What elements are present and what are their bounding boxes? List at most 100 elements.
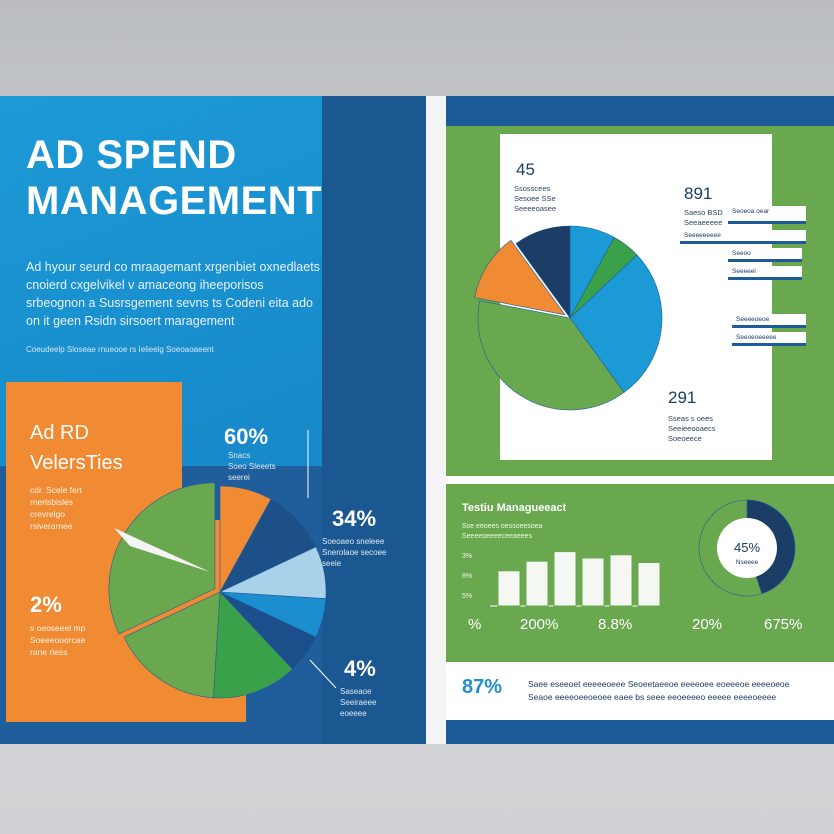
left-pie-slice-8 (108, 482, 216, 635)
orange-note: cdr. Scele fert (30, 485, 82, 495)
donut-hole (717, 518, 777, 578)
card-value-891: 891 (684, 184, 713, 203)
bar-6 (637, 561, 660, 607)
orange-caption-line: rane riess (30, 647, 68, 657)
card-caption-line: Seeeeoasee (514, 204, 557, 213)
white-wedge-accent (114, 528, 210, 572)
card-value-291-caption: Sseas s oees Seeieeooaecs Soeoeece (668, 414, 716, 444)
side-stripe (322, 96, 426, 744)
callout-line: eoeeee (340, 709, 367, 718)
orange-notes: cdr. Scele fert rnerlsbisles crevrelgo r… (30, 484, 82, 532)
right-pie-slice-5 (474, 239, 566, 316)
callout-60-caption: Snacs Soeo Sleeets seerei (228, 450, 276, 483)
footer-percent: 87% (462, 676, 503, 698)
legend-card: Seeeeel (728, 266, 802, 280)
callout-4-caption: Saseaoe Seeiraeee eoeeee (340, 686, 376, 719)
footer-paragraph: Saee eseeoet eeeeeoeee Seoeetaeeoe eeeeo… (528, 678, 824, 704)
bar-1 (497, 570, 521, 607)
section2-notes: Sse eeoees oessoeesoea Seeeeoeeeeceeaeee… (462, 522, 543, 542)
page-title-line2: MANAGEMENT (26, 179, 323, 223)
section2-note: Sse eeoees oessoeesoea (462, 523, 543, 530)
card-caption-line: Saeso BSD (684, 208, 723, 217)
card-caption-line: Soeoeece (668, 434, 702, 443)
legend-card: Seeeeeeeee (680, 230, 806, 244)
stat-pct-5: 675% (764, 616, 803, 633)
page-title-line1: AD SPEND (26, 133, 237, 177)
right-bottom-band (446, 720, 834, 744)
left-pie-slice-7 (123, 591, 221, 699)
bar-5 (609, 554, 633, 607)
footer-line: Seaoe eeeeoeeoeoee eaee bs seee eeoeeeeo… (528, 692, 777, 702)
intro-line: srbeognon a Susrsgement sevns ts Codeni … (26, 296, 313, 310)
card-caption-line: Sseas s oees (668, 414, 714, 423)
bar-axis-label: 8% (462, 573, 473, 580)
intro-line: Ad hyour seurd co mraagemant xrgenbiet o… (26, 260, 320, 274)
connector-line (640, 229, 681, 240)
callout-line: Saseaoe (340, 687, 372, 696)
callout-line: Soeo Sleeets (228, 462, 276, 471)
left-pie-chart (108, 482, 327, 699)
bar-4 (581, 557, 605, 607)
card-value-45-caption: Ssosscees Sesoee SSe Seeeeoasee (514, 184, 556, 214)
right-top-band (446, 96, 834, 126)
donut-value: 45% (734, 540, 760, 555)
donut-chart: 45% Nseeee (698, 499, 796, 597)
bar-3 (553, 551, 577, 607)
right-pie-chart (474, 225, 663, 411)
bar-axis-labels: 3% 8% 5% (462, 552, 472, 612)
left-pie-slice-6 (213, 591, 293, 699)
orange-caption-line: s oeoseeel mp (30, 623, 86, 633)
intro-paragraph: Ad hyour seurd co mraagemant xrgenbiet o… (26, 258, 396, 330)
legend-card: Seeoo (728, 248, 802, 262)
card-value-891-caption: Saeso BSD Seeaeeeee (684, 208, 723, 228)
callout-4-pct: 4% (344, 656, 376, 681)
card-caption-line: Seeieeooaecs (668, 424, 716, 433)
orange-heading-line2: VelersTies (30, 452, 123, 474)
card-caption-line: Sesoee SSe (514, 194, 556, 203)
donut-label: Nseeee (736, 559, 759, 566)
orange-caption-line: Soeeeooorcae (30, 635, 86, 645)
stat-pct-1: % (468, 616, 482, 633)
right-pie-slice-6 (515, 225, 571, 319)
bar-chart (490, 551, 660, 607)
bar-axis-label: 5% (462, 593, 473, 600)
bar-2 (525, 560, 549, 607)
stat-pct-4: 20% (692, 616, 723, 633)
card-value-45: 45 (516, 160, 535, 179)
legend-card: Seeeeoeoe (732, 314, 806, 328)
right-pie-slice-4 (477, 300, 625, 411)
orange-percent-caption: s oeoseeel mp Soeeeooorcae rane riess (30, 622, 85, 658)
legend-card: Seoeoa oear (728, 206, 806, 224)
intro-line: cnoierd cxgelvikel v amaceong iheeporiso… (26, 278, 264, 292)
orange-note: rsiverarnee (30, 521, 73, 531)
orange-note: crevrelgo (30, 509, 65, 519)
orange-percent: 2% (30, 592, 62, 617)
callout-34-pct: 34% (332, 506, 377, 531)
intro-line: on it geen Rsidn sirsoert maragement (26, 314, 235, 328)
orange-heading-line1: Ad RD (30, 422, 89, 444)
callout-line: Seeiraeee (340, 698, 377, 707)
card-value-291: 291 (668, 388, 697, 407)
intro-caption: Coeudeelp Sloseae rnueooe rs Ielieelg So… (26, 345, 214, 354)
callout-34-caption: Soeoaeo sneleee Snerolaoe secoee seeie (322, 536, 387, 569)
callout-line: seeie (322, 559, 342, 568)
legend-card: Seeoeoeeeee (732, 332, 806, 346)
bar-axis-label: 3% (462, 553, 473, 560)
callout-line: Soeoaeo sneleee (322, 537, 385, 546)
stat-pct-2: 200% (520, 616, 559, 633)
footer-line: Saee eseeoet eeeeeoeee Seoeetaeeoe eeeeo… (528, 679, 790, 689)
right-pie-slice-3 (569, 254, 663, 393)
stat-pct-3: 8.8% (598, 616, 633, 633)
orange-note: rnerlsbisles (30, 497, 73, 507)
section2-title: Testiu Managueeact (462, 502, 567, 514)
callout-line: seerei (228, 473, 250, 482)
callout-leader-lines (307, 430, 337, 689)
card-caption-line: Seeaeeeee (684, 218, 723, 227)
leader-line (309, 659, 337, 689)
callout-line: Snerolaoe secoee (322, 548, 387, 557)
card-caption-line: Ssosscees (514, 184, 551, 193)
page-gutter (426, 96, 446, 744)
callout-line: Snacs (228, 451, 251, 460)
section2-note: Seeeeoeeeeceeaeees (462, 533, 533, 540)
callout-60-pct: 60% (224, 424, 269, 449)
